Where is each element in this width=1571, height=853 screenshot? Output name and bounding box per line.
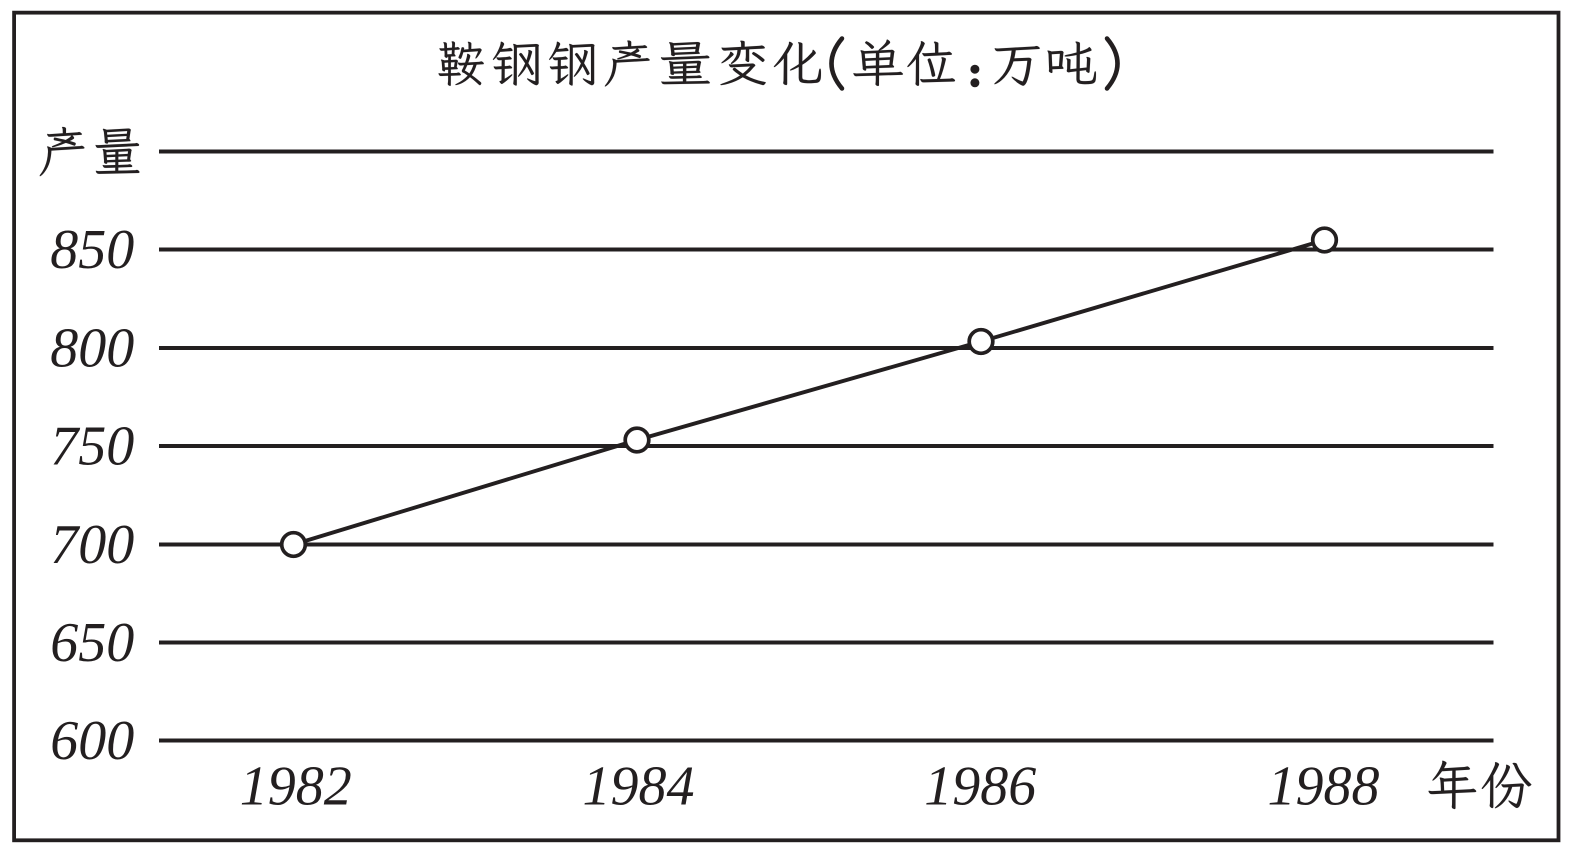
svg-text:600: 600 [50, 710, 134, 772]
svg-text:750: 750 [50, 416, 134, 478]
svg-text:850: 850 [50, 219, 134, 281]
svg-text:1984: 1984 [583, 756, 695, 818]
svg-text:700: 700 [50, 514, 134, 576]
svg-text:800: 800 [50, 318, 134, 380]
svg-text:1988: 1988 [1268, 756, 1380, 818]
svg-text:1982: 1982 [240, 756, 352, 818]
svg-text:1986: 1986 [924, 756, 1036, 818]
svg-text:650: 650 [50, 612, 134, 674]
